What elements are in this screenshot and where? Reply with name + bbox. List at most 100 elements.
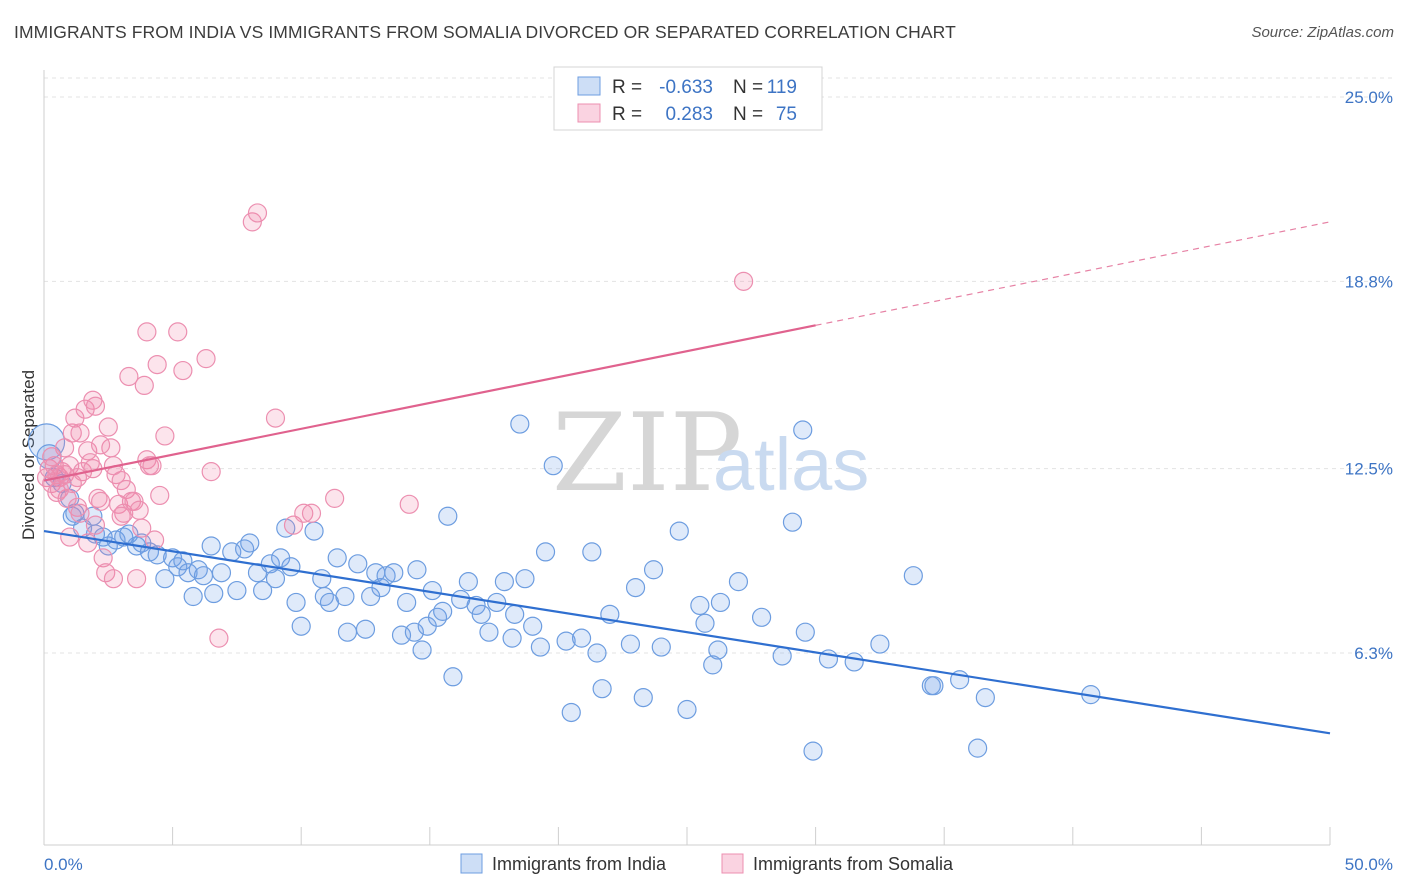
india-point-114 [407, 560, 427, 580]
somalia-point-74 [67, 467, 88, 488]
x-tick-label-min: 0.0% [44, 855, 83, 874]
india-point-77 [530, 637, 550, 657]
india-point-98 [751, 607, 772, 627]
gridlines [44, 77, 1393, 654]
legend-n-label-somalia: N = [733, 104, 763, 125]
somalia-point-50 [201, 462, 221, 482]
somalia-point-32 [119, 366, 139, 387]
india-point-79 [543, 456, 563, 476]
somalia-point-34 [124, 491, 144, 511]
india-point-80 [556, 631, 576, 651]
india-point-92 [677, 699, 697, 720]
india-point-57 [397, 592, 417, 613]
india-point-37 [265, 569, 286, 589]
india-point-69 [479, 622, 499, 642]
y-tick-label-1: 12.5% [1345, 460, 1393, 479]
somalia-point-59 [399, 494, 419, 514]
source-label: Source: ZipAtlas.com [1251, 24, 1394, 41]
india-point-84 [587, 643, 607, 663]
india-point-40 [286, 592, 306, 613]
somalia-point-45 [155, 426, 175, 446]
india-point-24 [183, 586, 203, 607]
somalia-point-10 [62, 423, 82, 443]
somalia-points [36, 203, 754, 648]
somalia-point-31 [116, 479, 136, 500]
india-point-32 [235, 539, 255, 559]
chart-title: IMMIGRANTS FROM INDIA VS IMMIGRANTS FROM… [14, 22, 956, 42]
series-legend: Immigrants from India Immigrants from So… [460, 853, 954, 874]
somalia-point-19 [85, 396, 106, 416]
india-trend-line [43, 530, 1331, 735]
india-point-41 [291, 616, 311, 636]
somalia-point-23 [96, 563, 116, 583]
legend-swatch-india [577, 76, 601, 96]
india-point-109 [924, 676, 944, 696]
somalia-trend-line-extension [815, 221, 1331, 326]
india-point-33 [240, 533, 260, 553]
somalia-point-54 [265, 408, 286, 428]
somalia-point-41 [142, 456, 162, 476]
india-point-94 [695, 613, 715, 633]
india-point-49 [348, 554, 368, 574]
india-point-95 [703, 655, 723, 675]
somalia-point-29 [111, 470, 131, 491]
india-point-75 [515, 569, 535, 589]
india-point-118 [451, 589, 471, 610]
series-legend-label-somalia: Immigrants from Somalia [753, 854, 954, 874]
india-point-111 [968, 738, 988, 758]
india-points [27, 414, 1101, 761]
india-point-83 [582, 542, 602, 562]
somalia-point-57 [301, 503, 322, 523]
india-point-105 [844, 652, 864, 672]
somalia-point-63 [85, 515, 106, 535]
somalia-point-49 [196, 349, 216, 369]
legend-r-label-india: R = [612, 77, 642, 98]
somalia-point-20 [88, 488, 108, 508]
india-point-115 [625, 577, 646, 598]
somalia-point-64 [47, 482, 67, 503]
india-point-43 [304, 521, 324, 541]
somalia-point-48 [173, 360, 193, 381]
somalia-point-42 [144, 530, 165, 550]
india-point-65 [443, 667, 463, 687]
series-legend-swatch-india [460, 853, 483, 874]
india-point-74 [510, 414, 530, 434]
legend-r-value-somalia: 0.283 [665, 104, 713, 125]
watermark-zip: ZIP [552, 391, 742, 516]
india-point-102 [793, 420, 813, 440]
legend-n-label-india: N = [733, 77, 763, 98]
somalia-point-56 [294, 503, 314, 523]
india-point-107 [903, 566, 923, 586]
india-point-19 [155, 569, 175, 589]
correlation-legend: R = -0.633 N = 119 R = 0.283 N = 75 [553, 66, 823, 131]
india-point-50 [355, 619, 376, 639]
somalia-point-35 [126, 569, 147, 589]
india-point-88 [633, 687, 653, 708]
india-point-103 [803, 741, 823, 761]
x-axis-ticks [43, 827, 1331, 845]
india-point-99 [782, 512, 803, 532]
india-point-87 [620, 634, 641, 654]
india-point-112 [975, 687, 995, 708]
y-axis-title: Divorced or Separated [19, 370, 38, 540]
somalia-point-46 [137, 322, 157, 342]
somalia-point-26 [103, 569, 124, 589]
somalia-point-70 [111, 506, 131, 526]
somalia-point-60 [733, 271, 754, 291]
india-point-81 [561, 702, 581, 723]
india-point-31 [227, 580, 247, 601]
india-point-71 [494, 572, 514, 592]
somalia-point-13 [70, 423, 90, 443]
india-point-63 [433, 601, 453, 621]
india-point-47 [335, 586, 355, 607]
legend-r-label-somalia: R = [612, 104, 642, 125]
somalia-point-71 [42, 447, 62, 467]
india-point-28 [204, 583, 224, 604]
series-legend-label-india: Immigrants from India [492, 854, 667, 874]
india-point-66 [458, 572, 478, 592]
india-point-106 [870, 634, 890, 654]
somalia-point-67 [70, 503, 90, 523]
india-point-91 [669, 521, 689, 541]
somalia-point-37 [132, 518, 152, 538]
